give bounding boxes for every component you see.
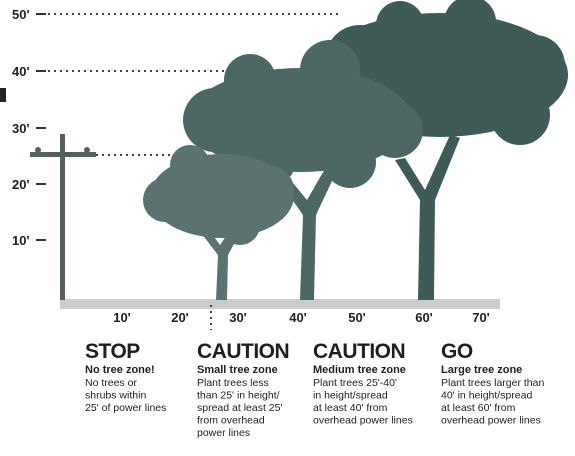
distance-label: 20' [171,310,189,325]
zone-text: from overhead [197,415,265,427]
zone-subheading: Small tree zone [197,364,278,376]
zone-text: Plant trees larger than [441,377,544,389]
marker [0,88,6,102]
height-label: 50' [12,7,30,22]
zone-text: 40' in height/spread [441,390,532,402]
height-label: 10' [12,233,30,248]
zone-text: overhead power lines [441,415,541,427]
zone-heading: CAUTION [313,340,405,363]
zone-text: than 25' in height/ [197,390,280,402]
distance-label: 60' [415,310,433,325]
zone-text: Plant trees less [197,377,269,389]
zone-text: at least 40' from [313,402,388,414]
distance-label: 10' [113,310,131,325]
distance-label: 50' [348,310,366,325]
zone-text: spread at least 25' [197,402,282,414]
zone-text: 25' of power lines [85,402,166,414]
zone-heading: STOP [85,340,140,363]
zone-subheading: No tree zone! [85,364,155,376]
zone-text: at least 60' from [441,402,516,414]
ground [60,299,500,309]
zone-text: No trees or [85,377,137,389]
power-pole [30,134,96,300]
zone-subheading: Medium tree zone [313,364,406,376]
height-label: 40' [12,64,30,79]
zone-heading: CAUTION [197,340,289,363]
height-label: 20' [12,177,30,192]
tree-zone-diagram: 10' 20' 30' 40' 50' 10' 20' 30' 40' 50' 60' 70' STOP… [0,0,575,456]
zone-text: overhead power lines [313,415,413,427]
zone-subheading: Large tree zone [441,364,522,376]
zone-text: power lines [197,427,250,439]
zone-text: Plant trees 25'-40' [313,377,397,389]
distance-label: 30' [229,310,247,325]
zone-text: shrubs within [85,390,146,402]
height-label: 30' [12,121,30,136]
zone-text: in height/spread [313,390,388,402]
small-tree [143,145,294,300]
zone-heading: GO [441,340,473,363]
distance-label: 40' [289,310,307,325]
distance-label: 70' [472,310,490,325]
